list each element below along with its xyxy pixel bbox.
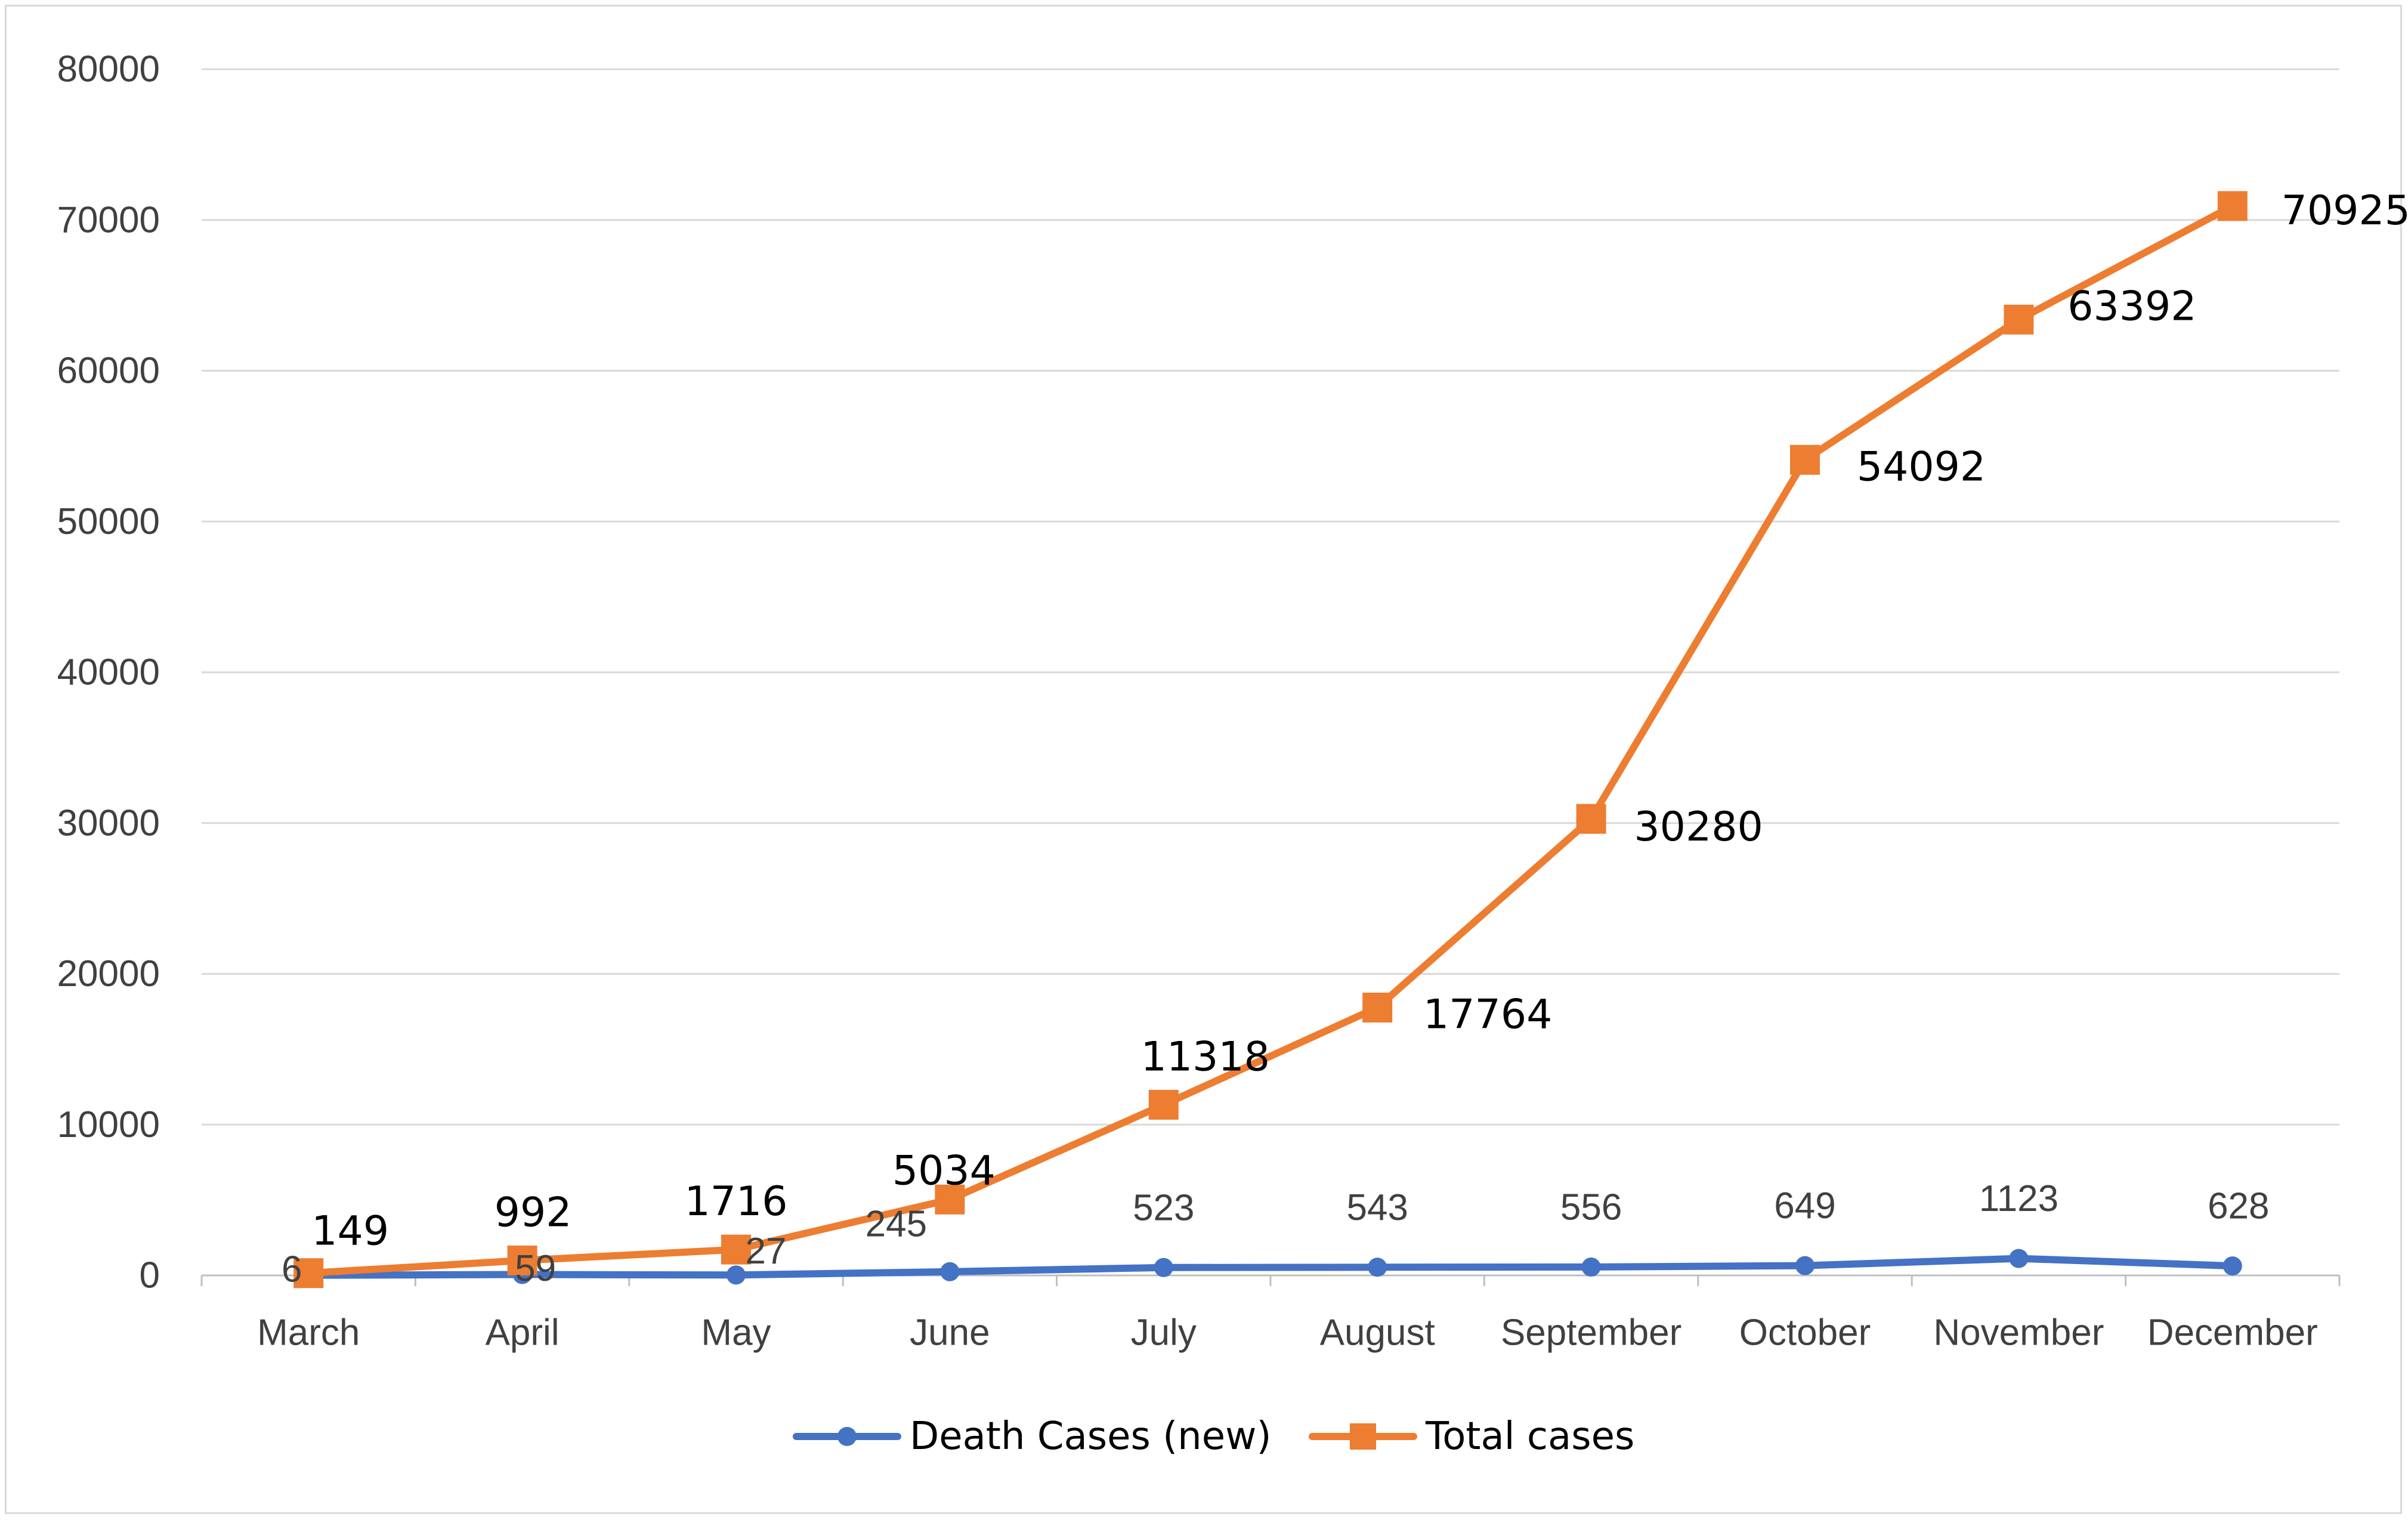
legend-label: Death Cases (new) — [910, 1414, 1271, 1459]
total-cases-point — [2217, 191, 2248, 221]
total-cases-data-label: 11318 — [1141, 1033, 1270, 1080]
total-cases-data-label: 992 — [494, 1189, 572, 1236]
data-labels: 6 59 27 245 523 543 556 649 1123 628 149 992 1716 503… — [282, 187, 2408, 1290]
death-cases-data-label: 523 — [1133, 1187, 1194, 1228]
total-cases-data-label: 17764 — [1423, 991, 1552, 1039]
x-tick-label: December — [2147, 1312, 2318, 1354]
legend-label: Total cases — [1425, 1414, 1634, 1459]
total-cases-point — [1362, 993, 1393, 1023]
total-cases-point — [507, 1245, 537, 1275]
y-tick-label: 40000 — [57, 652, 160, 693]
death-cases-data-label: 6 — [282, 1249, 302, 1290]
death-cases-point — [1368, 1258, 1387, 1277]
x-tick-label: July — [1131, 1312, 1197, 1354]
death-cases-point — [1581, 1257, 1601, 1277]
total-cases-data-label: 70925 — [2282, 187, 2408, 234]
death-cases-point — [1795, 1256, 1814, 1275]
y-tick-label: 10000 — [57, 1104, 160, 1145]
x-tick-label: September — [1501, 1312, 1681, 1354]
death-cases-data-label: 27 — [746, 1231, 787, 1272]
death-cases-data-label: 59 — [515, 1248, 556, 1289]
total-cases-data-label: 30280 — [1634, 804, 1763, 851]
gridlines — [202, 68, 2339, 1126]
x-tick-label: May — [701, 1312, 771, 1354]
y-tick-label: 70000 — [57, 199, 160, 240]
y-tick-label: 50000 — [57, 501, 160, 542]
total-cases-data-label: 54092 — [1857, 443, 1986, 490]
series-layer — [293, 191, 2248, 1289]
y-tick-label: 20000 — [57, 953, 160, 994]
death-cases-data-label: 245 — [865, 1203, 927, 1244]
total-cases-data-label: 5034 — [892, 1147, 996, 1194]
death-cases-point — [940, 1262, 960, 1281]
death-cases-point — [727, 1265, 746, 1285]
total-cases-data-label: 1716 — [684, 1178, 787, 1225]
legend-swatch-marker — [837, 1427, 857, 1446]
death-cases-point — [2009, 1249, 2029, 1268]
total-cases-point — [935, 1184, 965, 1215]
y-tick-label: 60000 — [57, 350, 160, 391]
x-tick-label: March — [257, 1312, 360, 1354]
total-cases-point — [293, 1258, 324, 1289]
death-cases-data-label: 543 — [1346, 1187, 1408, 1228]
death-cases-data-label: 628 — [2208, 1186, 2269, 1227]
x-tick-label: August — [1320, 1312, 1435, 1354]
x-tick-label: October — [1739, 1312, 1871, 1354]
death-cases-data-label: 556 — [1560, 1187, 1622, 1228]
total-cases-data-label: 149 — [311, 1208, 389, 1255]
total-cases-point — [1576, 804, 1606, 834]
series-line-total-cases — [305, 202, 2236, 1277]
total-cases-point — [721, 1234, 751, 1265]
total-cases-point — [2004, 304, 2034, 335]
series-line-death-cases — [305, 1255, 2236, 1279]
total-cases-point — [1790, 444, 1820, 475]
x-tick-label: June — [910, 1312, 990, 1354]
death-cases-point — [1154, 1258, 1173, 1277]
total-cases-data-label: 63392 — [2067, 283, 2196, 330]
death-cases-data-label: 1123 — [1979, 1178, 2058, 1219]
y-tick-label: 80000 — [57, 49, 160, 90]
legend: Death Cases (new) Total cases — [793, 1414, 1634, 1459]
x-tick-label: April — [486, 1312, 560, 1354]
y-tick-label: 0 — [140, 1255, 160, 1296]
y-axis: 0 10000 20000 30000 40000 50000 60000 70000 8000… — [57, 49, 160, 1296]
total-cases-point — [1148, 1089, 1179, 1120]
legend-swatch-marker — [1350, 1423, 1376, 1450]
death-cases-point — [2222, 1256, 2242, 1276]
y-tick-label: 30000 — [57, 802, 160, 844]
x-tick-label: November — [1933, 1312, 2104, 1354]
death-cases-data-label: 649 — [1774, 1185, 1835, 1226]
